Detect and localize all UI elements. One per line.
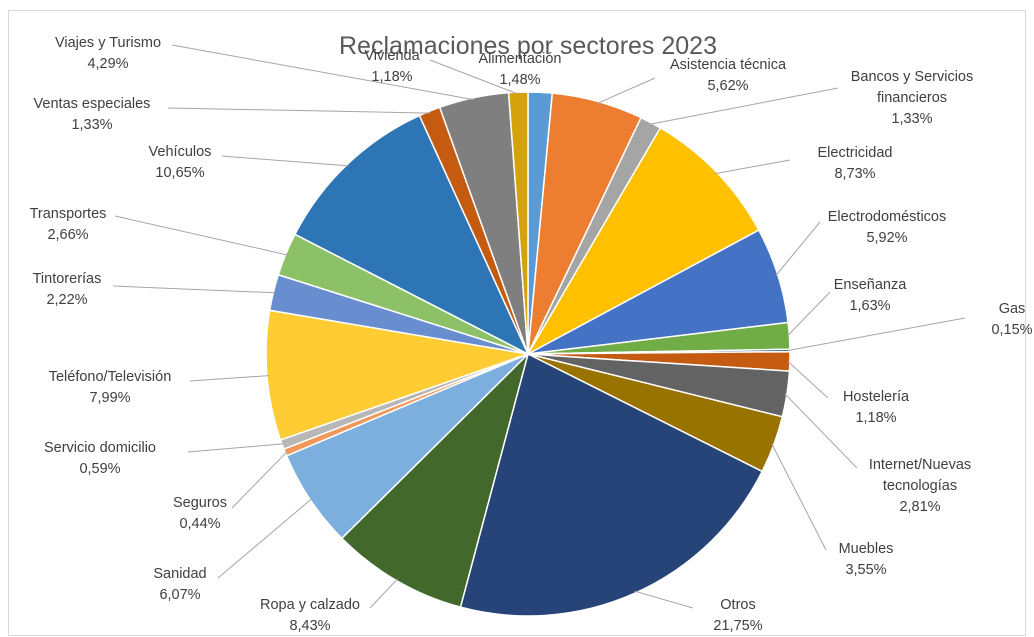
- slice-value-label: 5,62%: [707, 78, 748, 94]
- slice-label: Servicio domicilio: [44, 440, 156, 456]
- leader-line: [649, 87, 839, 125]
- leader-lines: [112, 44, 966, 609]
- slice-value-label: 10,65%: [155, 165, 204, 181]
- leader-line: [231, 451, 288, 509]
- slice-value-label: 6,07%: [159, 587, 200, 603]
- slice-label: Gas: [999, 301, 1026, 317]
- leader-line: [787, 317, 966, 351]
- slice-label: Ropa y calzado: [260, 597, 360, 613]
- slice-label: Alimentación: [478, 51, 561, 67]
- slice-label: Muebles: [839, 541, 894, 557]
- slice-value-label: 0,15%: [991, 322, 1032, 338]
- leader-line: [114, 215, 288, 256]
- slice-label: Tintorerías: [33, 271, 102, 287]
- slice-value-label: 0,44%: [179, 516, 220, 532]
- leader-line: [217, 498, 313, 579]
- slice-value-label: 2,22%: [46, 292, 87, 308]
- slice-value-label: 4,29%: [87, 56, 128, 72]
- slice-value-label: 3,55%: [845, 562, 886, 578]
- leader-line: [429, 59, 519, 95]
- pie-slice-electricidad: [526, 126, 760, 356]
- slice-label: Internet/Nuevas: [869, 457, 971, 473]
- slice-label: Teléfono/Televisión: [49, 369, 172, 385]
- slice-value-label: 1,48%: [499, 72, 540, 88]
- leader-line: [167, 107, 431, 114]
- slice-value-label: 5,92%: [866, 230, 907, 246]
- pie-slice-otros: [459, 352, 764, 617]
- slice-value-label: 2,66%: [47, 227, 88, 243]
- slice-value-label: 1,33%: [71, 117, 112, 133]
- leader-line: [221, 155, 349, 167]
- slice-label: financieros: [877, 90, 947, 106]
- leader-line: [187, 443, 285, 453]
- slice-labels: Alimentación 1,48% Asistencia técnica 5,62%…: [30, 35, 1033, 634]
- leader-line: [775, 221, 821, 276]
- slice-label: Sanidad: [153, 566, 206, 582]
- leader-line: [112, 285, 276, 294]
- leader-line: [634, 590, 694, 609]
- leader-line: [189, 375, 269, 382]
- slice-value-label: 1,63%: [849, 298, 890, 314]
- leader-line: [596, 77, 656, 104]
- slice-label: Ventas especiales: [34, 96, 151, 112]
- leader-line: [784, 393, 858, 469]
- slice-value-label: 21,75%: [713, 618, 762, 634]
- slice-value-label: 1,18%: [371, 69, 412, 85]
- leader-line: [771, 443, 827, 551]
- slice-label: Vehículos: [149, 144, 212, 160]
- slice-value-label: 1,33%: [891, 111, 932, 127]
- slice-label: tecnologías: [883, 478, 957, 494]
- slice-value-label: 8,43%: [289, 618, 330, 634]
- slice-value-label: 7,99%: [89, 390, 130, 406]
- slice-label: Hostelería: [843, 389, 910, 405]
- slice-label: Transportes: [30, 206, 107, 222]
- slice-label: Electrodomésticos: [828, 209, 946, 225]
- slice-label: Asistencia técnica: [670, 57, 787, 73]
- slice-value-label: 2,81%: [899, 499, 940, 515]
- leader-line: [787, 291, 831, 337]
- slice-label: Electricidad: [818, 145, 893, 161]
- slice-value-label: 0,59%: [79, 461, 120, 477]
- slice-label: Bancos y Servicios: [851, 69, 974, 85]
- leader-line: [171, 44, 475, 101]
- slice-label: Seguros: [173, 495, 227, 511]
- leader-line: [715, 159, 791, 175]
- pie-slice-veh-culos: [293, 114, 530, 356]
- slice-value-label: 8,73%: [834, 166, 875, 182]
- leader-line: [369, 578, 398, 609]
- slice-label: Viajes y Turismo: [55, 35, 161, 51]
- pie-slice-vivienda: [507, 91, 529, 355]
- chart-title: Reclamaciones por sectores 2023: [339, 32, 717, 60]
- pie-slices: [265, 91, 791, 617]
- leader-line: [787, 361, 829, 399]
- slice-label: Otros: [720, 597, 755, 613]
- slice-label: Enseñanza: [834, 277, 907, 293]
- slice-value-label: 1,18%: [855, 410, 896, 426]
- slice-label: Vivienda: [364, 48, 420, 64]
